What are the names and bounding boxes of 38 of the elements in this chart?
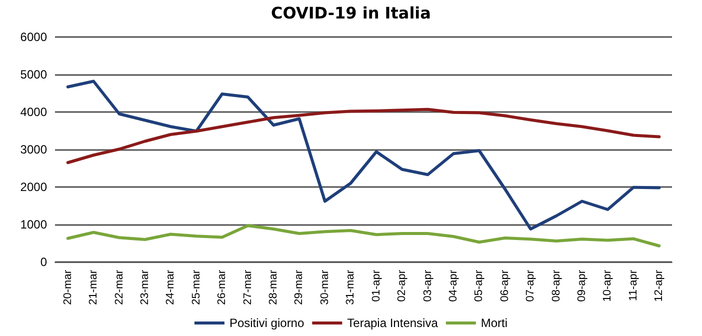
line-series bbox=[66, 80, 661, 230]
y-tick-label: 1000 bbox=[20, 218, 48, 232]
chart-title: COVID-19 in Italia bbox=[271, 4, 431, 22]
x-tick-label: 30-mar bbox=[318, 270, 331, 305]
x-tick-label: 12-apr bbox=[653, 270, 666, 302]
x-tick-label: 11-apr bbox=[627, 270, 640, 301]
x-tick-label: 03-apr bbox=[422, 270, 434, 302]
line-series bbox=[66, 108, 661, 164]
x-tick-label: 25-mar bbox=[190, 270, 202, 305]
x-tick-label: 23-mar bbox=[138, 270, 151, 305]
x-tick-label: 06-apr bbox=[498, 270, 511, 302]
x-tick-label: 27-mar bbox=[242, 270, 254, 305]
x-tick-label: 26-mar bbox=[216, 270, 228, 305]
x-tick-label: 31-mar bbox=[344, 270, 357, 305]
x-tick-label: 29-mar bbox=[293, 270, 306, 305]
legend-label: Positivi giorno bbox=[229, 316, 304, 330]
x-tick-label: 10-apr bbox=[602, 270, 614, 302]
x-tick-label: 09-apr bbox=[576, 270, 588, 302]
x-tick-label: 24-mar bbox=[164, 270, 177, 305]
y-tick-label: 3000 bbox=[20, 142, 48, 156]
x-tick-label: 21-mar bbox=[88, 270, 100, 305]
x-tick-label: 01-apr bbox=[370, 270, 382, 302]
line-series bbox=[66, 224, 661, 248]
y-tick-label: 5000 bbox=[20, 68, 48, 82]
x-tick-label: 02-apr bbox=[396, 270, 408, 302]
legend-label: Terapia Intensiva bbox=[347, 316, 438, 330]
x-tick-label: 28-mar bbox=[268, 270, 280, 305]
x-tick-label: 04-apr bbox=[447, 270, 460, 302]
x-tick-label: 05-apr bbox=[473, 270, 486, 302]
y-tick-label: 4000 bbox=[20, 105, 48, 119]
x-tick-label: 07-apr bbox=[524, 270, 537, 302]
y-tick-label: 6000 bbox=[20, 30, 48, 44]
x-tick-label: 20-mar bbox=[62, 270, 74, 305]
legend-label: Morti bbox=[480, 316, 508, 330]
x-tick-label: 22-mar bbox=[113, 270, 126, 305]
y-tick-label: 2000 bbox=[20, 180, 48, 194]
x-tick-label: 08-apr bbox=[550, 270, 562, 302]
y-tick-label: 0 bbox=[40, 255, 48, 269]
